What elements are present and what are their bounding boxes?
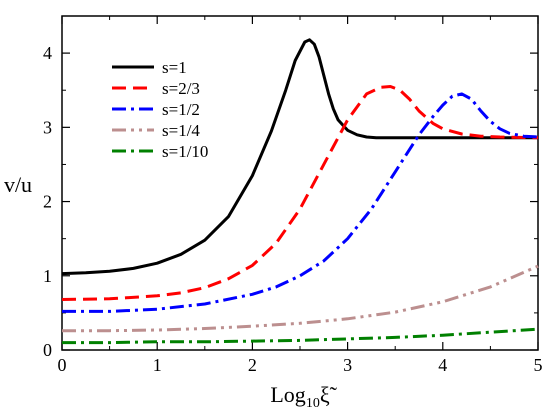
x-tick-label: 3	[343, 355, 352, 375]
x-tick-label: 0	[58, 355, 67, 375]
y-axis: 0 1 2 3 4	[43, 15, 538, 360]
x-tick-label: 1	[153, 355, 162, 375]
series-line-4	[62, 264, 539, 333]
legend-label: s=1/4	[162, 121, 200, 140]
legend-label: s=1/2	[162, 100, 200, 119]
series-line-1	[61, 38, 538, 276]
legend-label: s=2/3	[162, 79, 200, 98]
series-line-2	[61, 85, 539, 301]
x-tick-label: 2	[248, 355, 257, 375]
legend-label: s=1/10	[162, 142, 208, 161]
x-axis-label-variable: ξ̃	[320, 382, 338, 407]
x-tick-label: 5	[534, 355, 543, 375]
y-tick-label: 3	[43, 117, 52, 137]
y-tick-label: 1	[43, 266, 52, 286]
x-tick-label: 4	[438, 355, 447, 375]
x-axis-label-main: Log	[270, 382, 305, 407]
y-tick-label: 4	[43, 43, 52, 63]
y-axis-label: v/u	[4, 172, 32, 197]
series-line-3	[62, 92, 539, 313]
legend-label: s=1	[162, 58, 187, 77]
legend: s=1 s=2/3 s=1/2 s=1/4 s=1/10	[112, 58, 208, 161]
y-tick-label: 0	[43, 340, 52, 360]
plot-area	[61, 15, 539, 351]
series-layer	[61, 38, 539, 345]
y-tick-label: 2	[43, 192, 52, 212]
x-axis-label-subscript: 10	[306, 396, 320, 411]
x-axis-label: Log10ξ̃	[270, 382, 337, 411]
